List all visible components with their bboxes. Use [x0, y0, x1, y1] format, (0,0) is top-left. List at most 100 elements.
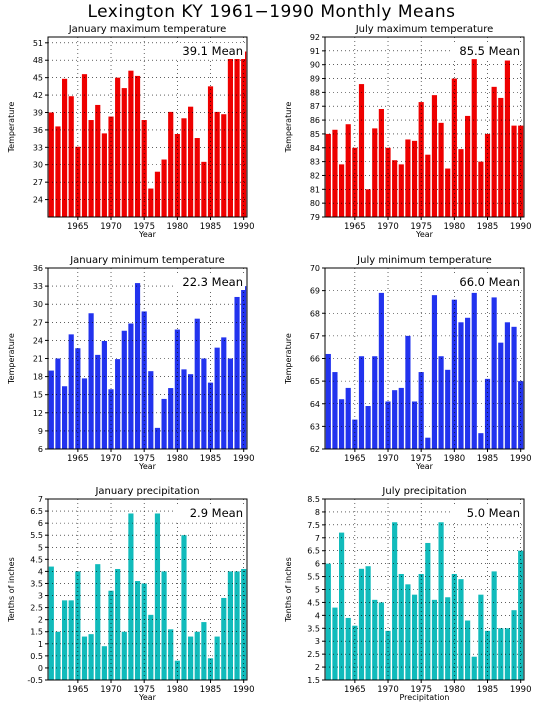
mean-label: 22.3 Mean — [182, 275, 243, 289]
bar-1985 — [207, 86, 214, 217]
x-tick-label: 1980 — [167, 685, 189, 695]
y-tick-label: 33 — [33, 282, 43, 291]
bar-1963 — [339, 399, 345, 449]
bar-1966 — [358, 568, 365, 680]
bar-1974 — [411, 594, 418, 680]
y-tick-label: 9 — [38, 427, 43, 436]
bar-1961 — [48, 370, 54, 449]
bar-1987 — [221, 337, 227, 449]
y-tick-label: 80 — [310, 199, 320, 208]
x-tick-label: 1975 — [410, 685, 432, 695]
bar-1986 — [491, 86, 497, 217]
bar-1984 — [478, 594, 484, 680]
bar-1983 — [471, 656, 477, 680]
bar-1967 — [88, 634, 94, 680]
bar-1983 — [194, 318, 200, 449]
plot-frame — [47, 498, 248, 681]
mean-box — [452, 274, 522, 290]
y-tick-label: 91 — [310, 47, 320, 56]
x-tick-label: 1965 — [67, 222, 89, 232]
x-tick-label: 1975 — [133, 454, 155, 464]
bar-1978 — [438, 522, 444, 680]
bar-1985 — [484, 133, 491, 217]
bar-1979 — [445, 597, 451, 680]
y-tick-label: 64 — [310, 400, 320, 409]
x-tick-label: 1965 — [344, 454, 366, 464]
bar-1974 — [411, 140, 418, 217]
bar-1968 — [372, 128, 378, 217]
plot-area — [325, 37, 524, 217]
bar-1965 — [75, 348, 81, 449]
bar-1966 — [358, 84, 365, 217]
bar-1979 — [168, 629, 174, 680]
bar-1989 — [234, 52, 240, 218]
bar-1971 — [115, 359, 121, 449]
bar-1972 — [398, 387, 404, 449]
bar-1968 — [95, 564, 101, 680]
bar-1981 — [458, 322, 464, 449]
bar-1969 — [378, 292, 384, 449]
bar-1989 — [234, 296, 240, 449]
bar-1970 — [108, 389, 114, 449]
page-title: Lexington KY 1961−1990 Monthly Means — [87, 2, 456, 22]
bar-1982 — [188, 374, 194, 449]
bar-1981 — [181, 118, 187, 217]
bar-1981 — [181, 535, 187, 680]
chart-title: July maximum temperature — [355, 24, 494, 35]
bar-1973 — [405, 139, 411, 217]
y-tick-label: 2 — [38, 616, 43, 625]
bar-1974 — [134, 581, 141, 680]
y-tick-label: 2 — [315, 663, 320, 672]
bar-1980 — [174, 133, 180, 217]
bar-1986 — [491, 571, 497, 680]
x-tick-label: 1970 — [100, 685, 122, 695]
bar-1969 — [101, 133, 107, 217]
y-tick-label: 90 — [310, 61, 320, 70]
bar-1982 — [188, 636, 194, 680]
x-tick-label: 1990 — [510, 222, 532, 232]
bar-1965 — [75, 571, 81, 680]
mean-label: 85.5 Mean — [459, 44, 520, 58]
bar-1985 — [207, 658, 214, 680]
x-tick-label: 1980 — [167, 222, 189, 232]
bar-1971 — [115, 77, 121, 218]
bar-1971 — [115, 568, 121, 680]
bar-1988 — [504, 60, 510, 217]
bar-1965 — [352, 147, 358, 217]
bar-1962 — [332, 372, 338, 449]
y-tick-label: 45 — [33, 74, 43, 83]
y-tick-label: 83 — [310, 158, 320, 167]
bar-1973 — [128, 323, 134, 449]
bar-1962 — [55, 126, 61, 217]
y-tick-label: 18 — [33, 373, 43, 382]
bar-1989 — [511, 610, 517, 680]
bar-1990 — [241, 51, 247, 217]
bar-1980 — [174, 660, 180, 680]
bar-1970 — [108, 116, 114, 217]
bar-1971 — [392, 160, 398, 217]
x-axis-label: Year — [415, 230, 434, 239]
y-tick-label: 51 — [33, 39, 43, 48]
bar-1966 — [81, 636, 88, 680]
bar-1962 — [55, 358, 61, 449]
y-tick-label: 3 — [38, 592, 43, 601]
y-tick-label: 4 — [38, 567, 43, 576]
y-tick-label: 36 — [33, 264, 43, 273]
y-tick-label: 66 — [310, 355, 320, 364]
y-tick-label: 6 — [38, 445, 43, 454]
bar-1981 — [458, 149, 464, 217]
plot-area — [48, 499, 247, 680]
y-tick-label: 4.5 — [30, 555, 43, 564]
y-tick-label: 7 — [315, 534, 320, 543]
x-axis-label: Year — [138, 693, 157, 702]
bar-1989 — [234, 571, 240, 680]
y-tick-label: 2.5 — [307, 650, 320, 659]
bar-1964 — [68, 96, 74, 217]
y-tick-label: 7.5 — [307, 521, 320, 530]
x-tick-label: 1985 — [477, 454, 499, 464]
y-tick-label: 4.5 — [307, 598, 320, 607]
bar-1974 — [134, 283, 141, 449]
x-tick-label: 1990 — [510, 454, 532, 464]
bar-1985 — [207, 382, 214, 449]
chart-panel-4: 62 63 64 65 66 67 68 69 70 1965 1970 1975 1980 1985 19… — [284, 255, 532, 471]
